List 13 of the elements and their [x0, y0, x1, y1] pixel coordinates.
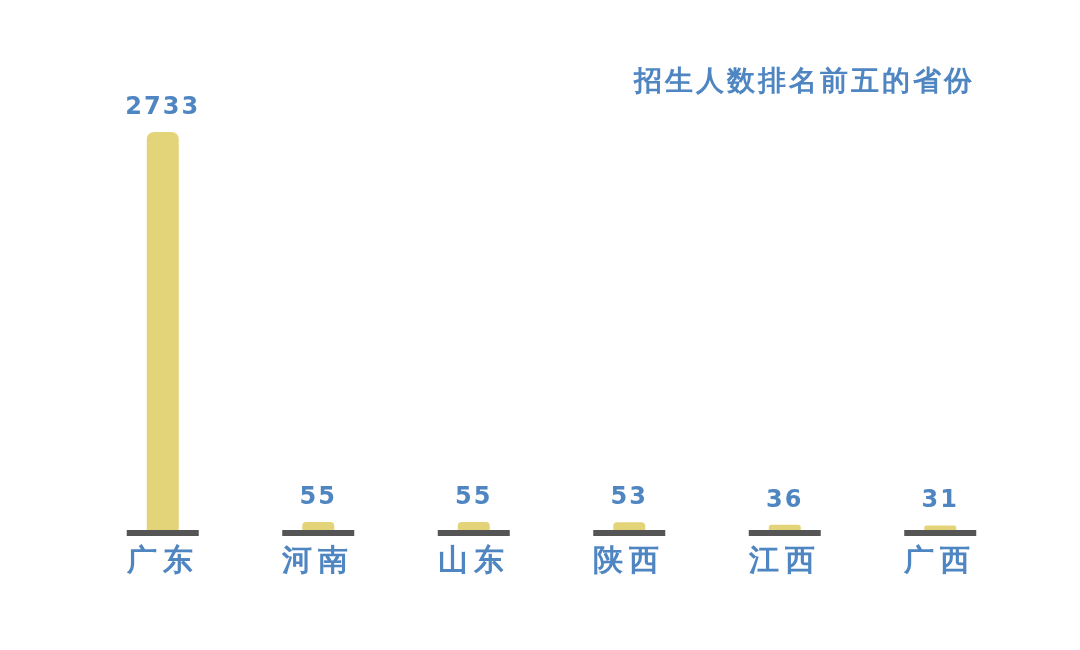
- x-tick-label: 河南: [281, 542, 355, 577]
- data-label: 53: [610, 482, 648, 511]
- data-label: 55: [299, 481, 337, 510]
- x-tick-label: 山东: [437, 542, 510, 577]
- data-label: 55: [455, 481, 493, 510]
- x-tick-label: 江西: [747, 542, 821, 577]
- x-tick-label: 陕西: [593, 542, 666, 577]
- chart-title: 招生人数排名前五的省份: [633, 64, 975, 97]
- x-tick-label: 广东: [125, 542, 199, 577]
- data-label: 36: [766, 484, 804, 513]
- data-label: 2733: [125, 92, 201, 120]
- data-label: 31: [921, 485, 959, 514]
- x-tick-label: 广西: [903, 542, 977, 577]
